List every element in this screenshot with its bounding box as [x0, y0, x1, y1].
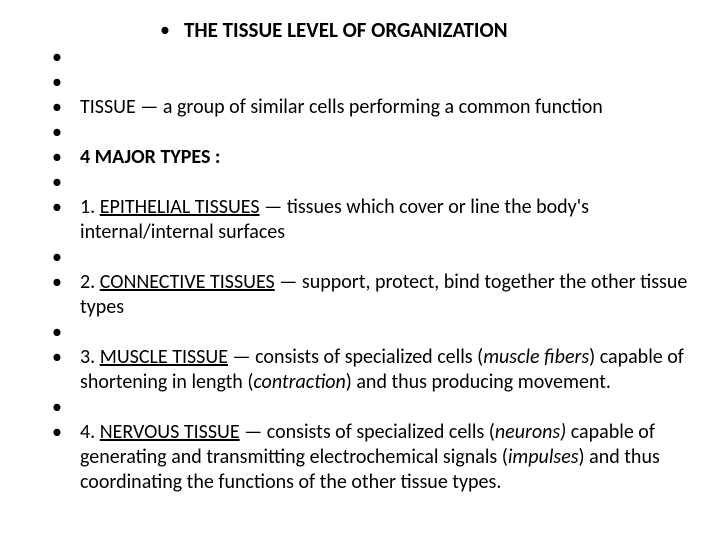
type-3-rest-a: — consists of specialized cells ( — [228, 345, 483, 369]
tissue-definition: TISSUE — a group of similar cells perfor… — [80, 95, 690, 120]
bullet-icon: • — [52, 245, 80, 270]
bullet-icon: • — [52, 120, 80, 145]
slide-title: THE TISSUE LEVEL OF ORGANIZATION — [184, 18, 508, 43]
empty-row: • — [52, 320, 690, 345]
empty-row: • — [52, 245, 690, 270]
empty-row: • — [52, 45, 690, 70]
bullet-icon: • — [52, 70, 80, 95]
empty-row: • — [52, 395, 690, 420]
bullet-icon: • — [52, 420, 80, 445]
type-4-text: 4. NERVOUS TISSUE — consists of speciali… — [80, 420, 690, 495]
bullet-icon: • — [52, 95, 80, 120]
bullet-icon: • — [52, 395, 80, 420]
empty-row: • — [52, 170, 690, 195]
tissue-definition-row: • TISSUE — a group of similar cells perf… — [52, 95, 690, 120]
type-4-num: 4. — [80, 420, 100, 444]
type-3-row: • 3. MUSCLE TISSUE — consists of special… — [52, 345, 690, 395]
content-area: • • • TISSUE — a group of similar cells … — [52, 45, 690, 495]
type-4-em-a: neurons) — [495, 420, 566, 444]
bullet-icon: • — [52, 145, 80, 170]
type-3-rest-c: ) and thus producing movement. — [346, 370, 611, 394]
type-3-text: 3. MUSCLE TISSUE — consists of specializ… — [80, 345, 690, 395]
empty-row: • — [52, 120, 690, 145]
type-3-em-b: contraction — [253, 370, 345, 394]
type-2-text: 2. CONNECTIVE TISSUES — support, protect… — [80, 270, 690, 320]
type-2-row: • 2. CONNECTIVE TISSUES — support, prote… — [52, 270, 690, 320]
type-4-name: NERVOUS TISSUE — [100, 420, 240, 444]
empty-row: • — [52, 70, 690, 95]
title-bullet: • — [160, 18, 170, 42]
type-3-name: MUSCLE TISSUE — [100, 345, 228, 369]
major-types-row: • 4 MAJOR TYPES : — [52, 145, 690, 170]
type-3-em-a: muscle fibers — [483, 345, 589, 369]
bullet-icon: • — [52, 195, 80, 220]
type-1-text: 1. EPITHELIAL TISSUES — tissues which co… — [80, 195, 690, 245]
bullet-icon: • — [52, 170, 80, 195]
type-3-num: 3. — [80, 345, 100, 369]
bullet-icon: • — [52, 320, 80, 345]
bullet-icon: • — [52, 345, 80, 370]
type-2-name: CONNECTIVE TISSUES — [100, 270, 275, 294]
type-4-em-b: impulses — [508, 445, 579, 469]
type-4-row: • 4. NERVOUS TISSUE — consists of specia… — [52, 420, 690, 495]
type-1-num: 1. — [80, 195, 100, 219]
type-4-rest-a: — consists of specialized cells ( — [240, 420, 495, 444]
major-types-heading: 4 MAJOR TYPES : — [80, 145, 690, 170]
type-1-name: EPITHELIAL TISSUES — [100, 195, 260, 219]
bullet-icon: • — [52, 270, 80, 295]
bullet-icon: • — [52, 45, 80, 70]
slide-title-row: • THE TISSUE LEVEL OF ORGANIZATION — [160, 18, 690, 43]
type-2-num: 2. — [80, 270, 100, 294]
type-1-row: • 1. EPITHELIAL TISSUES — tissues which … — [52, 195, 690, 245]
